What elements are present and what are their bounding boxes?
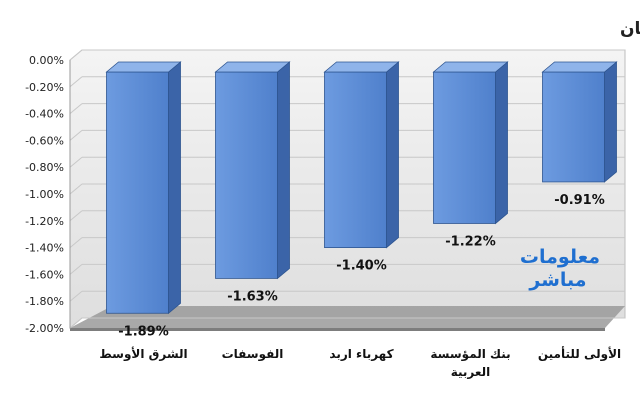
x-category-label: كهرباء اربد bbox=[329, 347, 393, 361]
x-axis-categories: الشرق الأوسط الفوسفات كهرباء اربد بنك المؤس… bbox=[99, 346, 621, 379]
data-label: -1.63% bbox=[227, 289, 278, 304]
logo-line-2: مباشر bbox=[528, 269, 586, 291]
y-axis-ticks: 0.00% -0.20% -0.40% -0.60% -0.80% -1.00% -1.20… bbox=[25, 54, 64, 335]
gridline-diag bbox=[69, 76, 83, 88]
y-tick-label: -0.60% bbox=[25, 134, 64, 147]
y-tick-label: -0.40% bbox=[25, 108, 64, 121]
gridline-diag bbox=[69, 183, 83, 195]
data-labels: -1.89% -1.63% -1.40% -1.22% -0.91% bbox=[118, 193, 605, 339]
data-label: -1.89% bbox=[118, 324, 169, 339]
gridline-diag bbox=[69, 290, 83, 302]
bar-top bbox=[214, 61, 291, 73]
gridline-diag bbox=[69, 237, 83, 248]
bar-front bbox=[542, 71, 605, 183]
logo-line-1: معلومات bbox=[520, 246, 600, 268]
gridline-diag bbox=[69, 49, 83, 61]
bar-top bbox=[432, 61, 509, 73]
x-category-label: العربية bbox=[451, 365, 491, 379]
bar-side bbox=[604, 61, 617, 183]
x-category-label: الشرق الأوسط bbox=[99, 346, 187, 362]
y-tick-label: -1.60% bbox=[25, 268, 64, 281]
bar-side bbox=[168, 61, 181, 315]
x-category-label: الأولى للتأمين bbox=[538, 346, 621, 362]
plot-floor-edge bbox=[70, 328, 605, 331]
bar-front bbox=[215, 71, 278, 279]
bar-top bbox=[541, 61, 618, 73]
gridline-diag bbox=[69, 130, 83, 141]
bar-side bbox=[495, 61, 508, 225]
gridline-diag bbox=[69, 156, 83, 168]
y-tick-label: -0.80% bbox=[25, 161, 64, 174]
y-tick-label: -1.40% bbox=[25, 242, 64, 255]
data-label: -1.40% bbox=[336, 259, 387, 274]
bar-side bbox=[386, 61, 399, 249]
data-label: -0.91% bbox=[554, 193, 605, 208]
data-label: -1.22% bbox=[445, 234, 496, 249]
y-tick-label: -1.20% bbox=[25, 215, 64, 228]
y-tick-label: -1.80% bbox=[25, 295, 64, 308]
brand-logo: معلومات مباشر bbox=[520, 246, 600, 291]
gridline-diag bbox=[69, 264, 83, 275]
y-tick-label: -1.00% bbox=[25, 188, 64, 201]
bar-front bbox=[324, 71, 387, 249]
y-tick-label: -2.00% bbox=[25, 322, 64, 335]
plot-floor bbox=[70, 306, 625, 328]
gridline-diag bbox=[69, 210, 83, 222]
bar-top bbox=[105, 61, 182, 73]
x-category-label: بنك المؤسسة bbox=[430, 347, 510, 362]
y-tick-label: -0.20% bbox=[25, 81, 64, 94]
bar-top bbox=[323, 61, 400, 73]
x-category-label: الفوسفات bbox=[222, 347, 284, 362]
bars bbox=[105, 61, 618, 315]
gridline-diag bbox=[69, 103, 83, 114]
bar-front bbox=[106, 71, 169, 314]
gridline-diag bbox=[69, 317, 83, 329]
chart-title: أكثر 5 أسهم متراجعة ببورصة عمّان bbox=[620, 17, 640, 39]
bar-front bbox=[433, 71, 496, 224]
y-tick-label: 0.00% bbox=[29, 54, 64, 67]
bar-side bbox=[277, 61, 290, 280]
